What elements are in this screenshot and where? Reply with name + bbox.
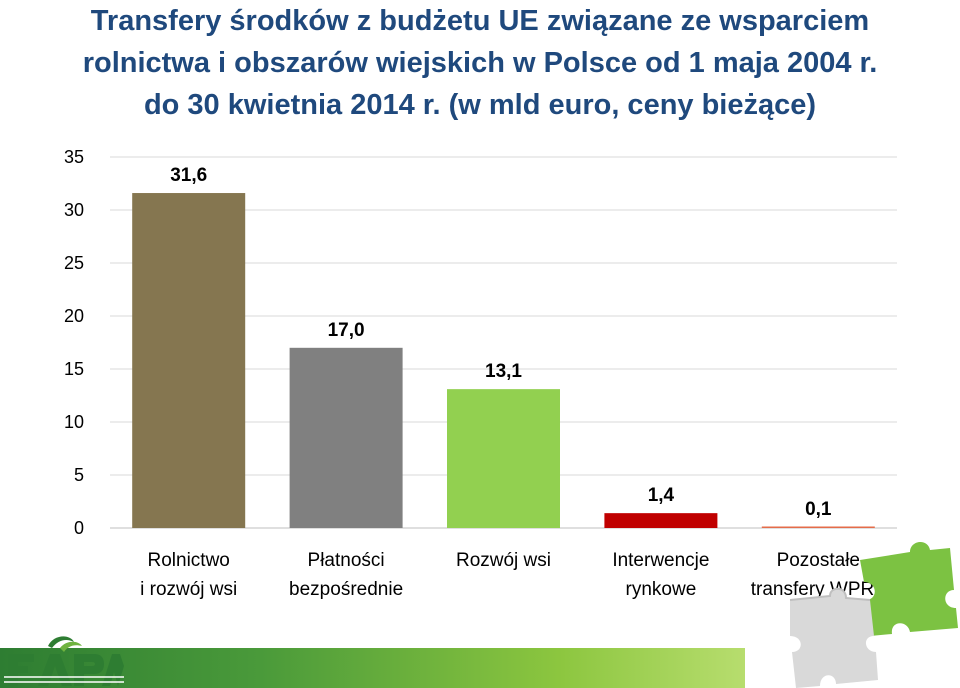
- category-label: Rolnictwo: [148, 550, 230, 571]
- y-tick-label: 35: [64, 147, 84, 167]
- data-label: 31,6: [170, 165, 207, 186]
- y-tick-label: 15: [64, 359, 84, 379]
- fapa-logo: [4, 636, 124, 686]
- y-tick-label: 30: [64, 200, 84, 220]
- data-label: 13,1: [485, 361, 522, 382]
- footer-stripe: [0, 648, 745, 688]
- y-tick-label: 5: [74, 465, 84, 485]
- y-tick-label: 0: [74, 518, 84, 538]
- y-tick-label: 20: [64, 306, 84, 326]
- category-label: rynkowe: [626, 579, 697, 600]
- bar: [761, 526, 875, 528]
- y-tick-label: 10: [64, 412, 84, 432]
- title-line-1: Transfery środków z budżetu UE związane …: [90, 5, 870, 37]
- category-label: transfery WPR ¹: [751, 579, 886, 600]
- category-label: i rozwój wsi: [140, 579, 237, 600]
- category-label: Interwencje: [612, 550, 709, 571]
- bar: [447, 389, 560, 528]
- data-label: 17,0: [328, 320, 365, 341]
- puzzle-pieces-decoration: [789, 541, 958, 688]
- y-tick-label: 25: [64, 253, 84, 273]
- bar-chart: 0 5 10 15 20 25 30 35 31,6 Rolnictwo i rozwój wsi 1…: [64, 147, 897, 600]
- data-label: 1,4: [648, 485, 675, 506]
- title-line-3: do 30 kwietnia 2014 r. (w mld euro, ceny…: [143, 89, 817, 121]
- title-line-2: rolnictwa i obszarów wiejskich w Polsce …: [82, 47, 878, 79]
- category-label: bezpośrednie: [289, 579, 403, 600]
- chart-title: Transfery środków z budżetu UE związane …: [0, 0, 960, 126]
- category-label: Pozostałe: [777, 550, 860, 571]
- bar: [604, 513, 718, 528]
- bar: [289, 347, 403, 528]
- bar: [132, 193, 246, 529]
- data-label: 0,1: [805, 499, 832, 520]
- category-label: Rozwój wsi: [456, 550, 551, 571]
- category-label: Płatności: [308, 550, 385, 571]
